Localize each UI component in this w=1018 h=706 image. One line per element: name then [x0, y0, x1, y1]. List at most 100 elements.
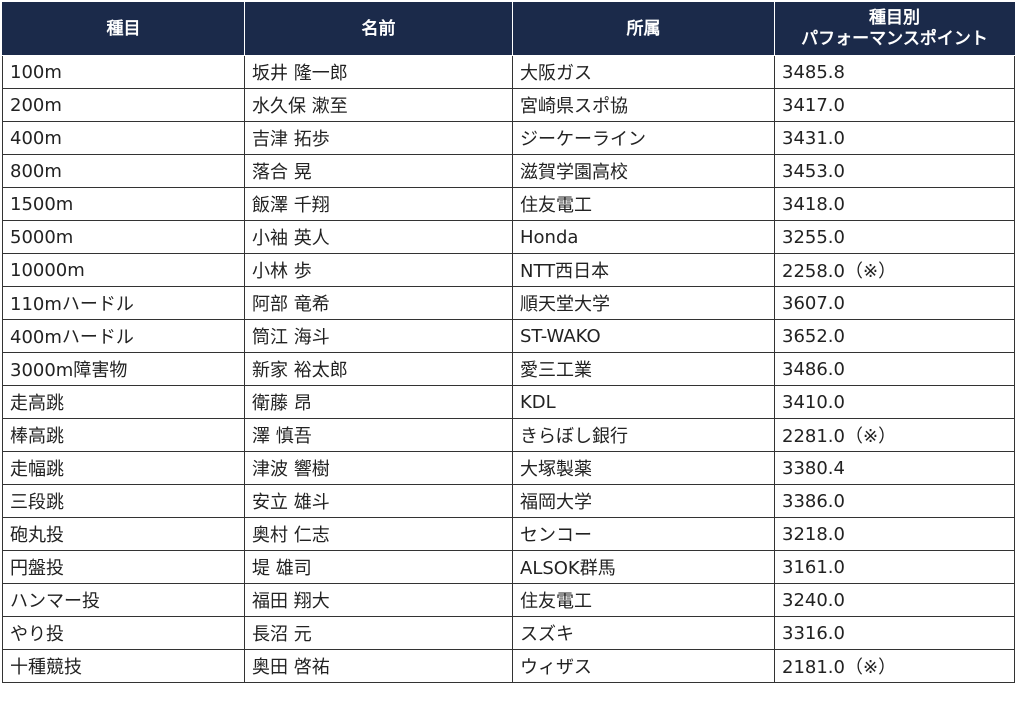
cell-affiliation: NTT西日本 — [512, 253, 775, 287]
table-row: 5000m 小袖 英人 Honda 3255.0 — [2, 220, 1015, 254]
table-row: 800m 落合 晃滋賀学園高校 3453.0 — [2, 154, 1015, 188]
table-header: 種目 名前 所属 種目別 パフォーマンスポイント — [2, 2, 1015, 56]
cell-points: 3316.0 — [774, 616, 1015, 650]
table-row: 400mハードル 筒江 海斗 ST-WAKO 3652.0 — [2, 319, 1015, 353]
table-row: やり投 長沼 元スズキ 3316.0 — [2, 616, 1015, 650]
cell-points: 3380.4 — [774, 451, 1015, 485]
cell-name: 筒江 海斗 — [244, 319, 513, 353]
table-row: 走幅跳 津波 響樹 大塚製薬 3380.4 — [2, 451, 1015, 485]
cell-affiliation: 順天堂大学 — [512, 286, 775, 320]
cell-points: 3485.8 — [774, 55, 1015, 89]
cell-affiliation: 住友電工 — [512, 187, 775, 221]
cell-event: 走高跳 — [2, 385, 245, 419]
cell-name: 澤 慎吾 — [244, 418, 513, 452]
cell-points: 3161.0 — [774, 550, 1015, 584]
cell-name: 水久保 漱至 — [244, 88, 513, 122]
cell-affiliation: Honda — [512, 220, 775, 254]
table-row: 1500m 飯澤 千翔 住友電工 3418.0 — [2, 187, 1015, 221]
table-row: 走高跳 衛藤 昂 KDL 3410.0 — [2, 385, 1015, 419]
table-row: 110mハードル 阿部 竜希 順天堂大学 3607.0 — [2, 286, 1015, 320]
header-name: 名前 — [244, 2, 513, 56]
cell-event: 400mハードル — [2, 319, 245, 353]
cell-name: 安立 雄斗 — [244, 484, 513, 518]
cell-event: 走幅跳 — [2, 451, 245, 485]
cell-name: 小林 歩 — [244, 253, 513, 287]
cell-points: 3453.0 — [774, 154, 1015, 188]
cell-points: 3386.0 — [774, 484, 1015, 518]
header-points-line2: パフォーマンスポイント — [801, 29, 988, 49]
cell-affiliation: きらぼし銀行 — [512, 418, 775, 452]
cell-name: 堤 雄司 — [244, 550, 513, 584]
cell-event: 十種競技 — [2, 649, 245, 683]
cell-affiliation: ST-WAKO — [512, 319, 775, 353]
table-row: 三段跳 安立 雄斗 福岡大学 3386.0 — [2, 484, 1015, 518]
cell-affiliation: KDL — [512, 385, 775, 419]
cell-affiliation: 福岡大学 — [512, 484, 775, 518]
table-row: 3000m障害物 新家 裕太郎 愛三工業 3486.0 — [2, 352, 1015, 386]
cell-affiliation: ジーケーライン — [512, 121, 775, 155]
cell-points: 2281.0（※） — [774, 418, 1015, 452]
cell-name: 小袖 英人 — [244, 220, 513, 254]
cell-points: 3218.0 — [774, 517, 1015, 551]
cell-points: 2258.0（※） — [774, 253, 1015, 287]
cell-affiliation: ウィザス — [512, 649, 775, 683]
cell-event: 5000m — [2, 220, 245, 254]
cell-name: 阿部 竜希 — [244, 286, 513, 320]
table-row: 400m 吉津 拓歩 ジーケーライン 3431.0 — [2, 121, 1015, 155]
cell-event: 800m — [2, 154, 245, 188]
header-points-line1: 種目別 — [869, 8, 920, 28]
cell-name: 飯澤 千翔 — [244, 187, 513, 221]
cell-name: 奥田 啓祐 — [244, 649, 513, 683]
cell-name: 新家 裕太郎 — [244, 352, 513, 386]
cell-event: 100m — [2, 55, 245, 89]
ranking-table: 種目 名前 所属 種目別 パフォーマンスポイント 100m 坂井 隆一郎 大阪ガス 3… — [2, 2, 1015, 683]
cell-affiliation: 滋賀学園高校 — [512, 154, 775, 188]
cell-name: 長沼 元 — [244, 616, 513, 650]
cell-points: 3417.0 — [774, 88, 1015, 122]
cell-event: 三段跳 — [2, 484, 245, 518]
cell-affiliation: スズキ — [512, 616, 775, 650]
cell-name: 津波 響樹 — [244, 451, 513, 485]
cell-points: 3255.0 — [774, 220, 1015, 254]
cell-name: 吉津 拓歩 — [244, 121, 513, 155]
cell-affiliation: 住友電工 — [512, 583, 775, 617]
cell-affiliation: ALSOK群馬 — [512, 550, 775, 584]
cell-points: 3652.0 — [774, 319, 1015, 353]
table-row: 砲丸投 奥村 仁志 センコー 3218.0 — [2, 517, 1015, 551]
cell-event: 砲丸投 — [2, 517, 245, 551]
cell-points: 3431.0 — [774, 121, 1015, 155]
table-row: 10000m 小林 歩 NTT西日本 2258.0（※） — [2, 253, 1015, 287]
header-event: 種目 — [2, 2, 245, 56]
cell-event: 10000m — [2, 253, 245, 287]
cell-event: 200m — [2, 88, 245, 122]
cell-points: 3240.0 — [774, 583, 1015, 617]
cell-event: ハンマー投 — [2, 583, 245, 617]
table-row: 棒高跳澤 慎吾 きらぼし銀行 2281.0（※） — [2, 418, 1015, 452]
table-row: 200m 水久保 漱至 宮崎県スポ協 3417.0 — [2, 88, 1015, 122]
cell-affiliation: 大阪ガス — [512, 55, 775, 89]
cell-event: 円盤投 — [2, 550, 245, 584]
cell-event: 1500m — [2, 187, 245, 221]
cell-affiliation: 大塚製薬 — [512, 451, 775, 485]
cell-points: 3418.0 — [774, 187, 1015, 221]
table-row: 100m 坂井 隆一郎 大阪ガス 3485.8 — [2, 55, 1015, 89]
cell-name: 奥村 仁志 — [244, 517, 513, 551]
header-points: 種目別 パフォーマンスポイント — [774, 2, 1015, 56]
cell-affiliation: 愛三工業 — [512, 352, 775, 386]
cell-name: 坂井 隆一郎 — [244, 55, 513, 89]
cell-name: 衛藤 昂 — [244, 385, 513, 419]
cell-event: 3000m障害物 — [2, 352, 245, 386]
cell-event: やり投 — [2, 616, 245, 650]
cell-name: 福田 翔大 — [244, 583, 513, 617]
header-affiliation: 所属 — [512, 2, 775, 56]
table-row: 十種競技 奥田 啓祐 ウィザス 2181.0（※） — [2, 649, 1015, 683]
cell-points: 3486.0 — [774, 352, 1015, 386]
cell-event: 110mハードル — [2, 286, 245, 320]
table-row: 円盤投堤 雄司 ALSOK群馬 3161.0 — [2, 550, 1015, 584]
cell-points: 3607.0 — [774, 286, 1015, 320]
cell-event: 棒高跳 — [2, 418, 245, 452]
table-body: 100m 坂井 隆一郎 大阪ガス 3485.8 200m 水久保 漱至 宮崎県スポ協 3417… — [2, 55, 1015, 683]
header-row: 種目 名前 所属 種目別 パフォーマンスポイント — [2, 2, 1015, 56]
cell-event: 400m — [2, 121, 245, 155]
cell-affiliation: センコー — [512, 517, 775, 551]
